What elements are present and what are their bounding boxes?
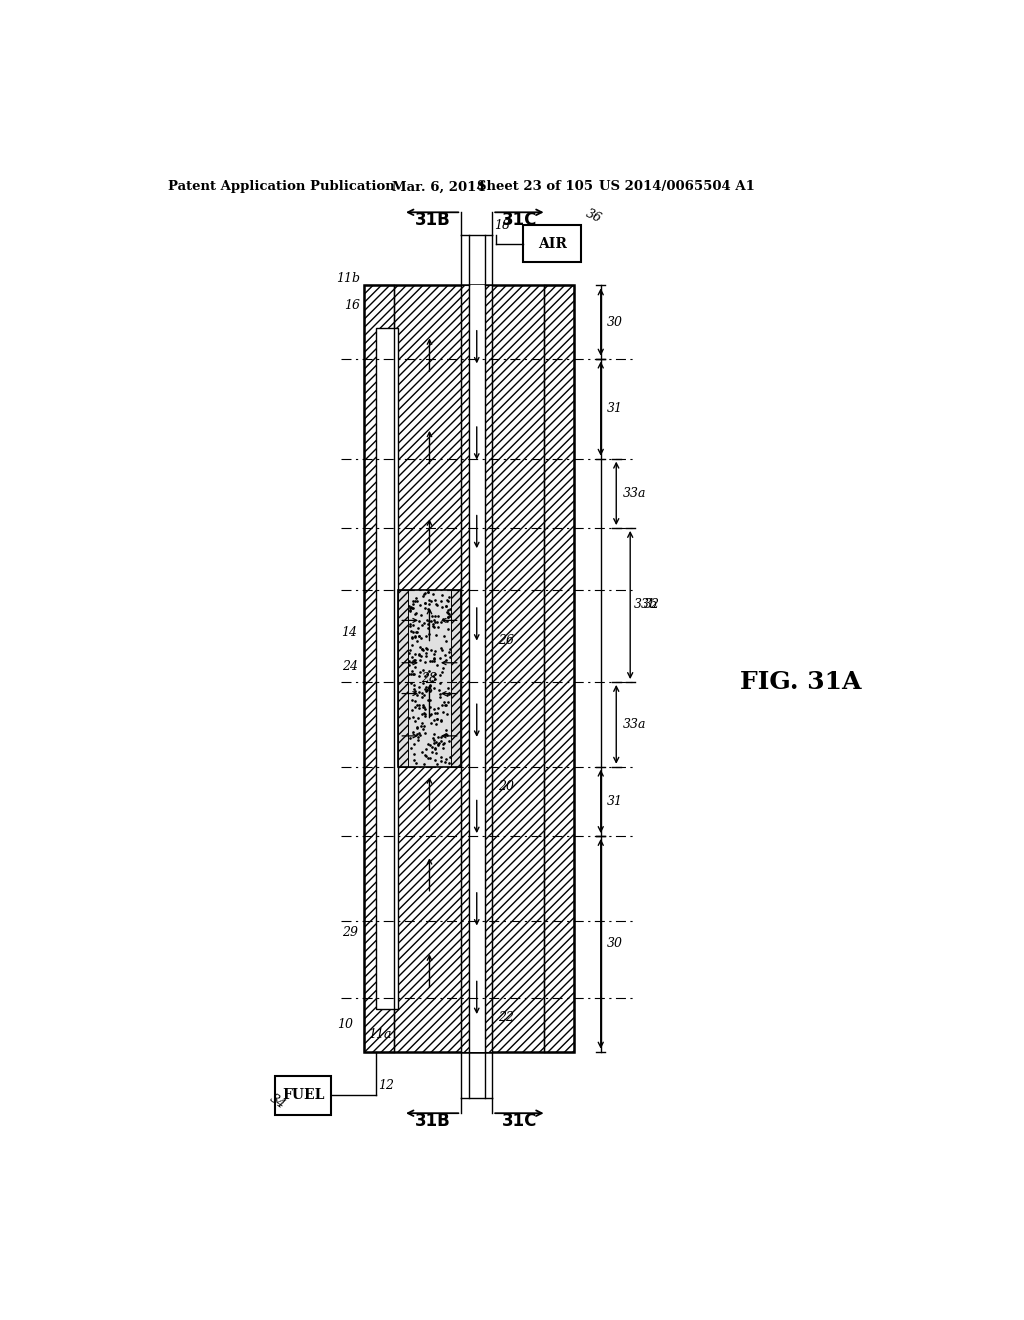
Text: 31C: 31C bbox=[502, 211, 537, 230]
Text: FIG. 31A: FIG. 31A bbox=[740, 671, 862, 694]
Bar bbox=[397, 590, 408, 767]
Text: 31: 31 bbox=[607, 403, 623, 416]
Bar bbox=[275, 1076, 331, 1114]
Text: 31B: 31B bbox=[415, 1113, 451, 1130]
Bar bbox=[469, 285, 484, 1052]
Text: US 2014/0065504 A1: US 2014/0065504 A1 bbox=[599, 181, 755, 194]
Text: 11b: 11b bbox=[337, 272, 360, 285]
Text: 31: 31 bbox=[607, 795, 623, 808]
Bar bbox=[365, 285, 394, 1052]
Text: 20: 20 bbox=[499, 780, 514, 793]
Text: 18: 18 bbox=[494, 219, 510, 232]
Bar bbox=[365, 285, 573, 1052]
Text: 12: 12 bbox=[378, 1080, 394, 1093]
Text: 32: 32 bbox=[644, 598, 660, 611]
Text: 34: 34 bbox=[267, 1092, 288, 1111]
Bar bbox=[484, 285, 493, 1052]
Text: 14: 14 bbox=[341, 626, 356, 639]
Bar bbox=[523, 226, 582, 263]
Bar bbox=[493, 285, 544, 1052]
Text: 36: 36 bbox=[584, 207, 604, 226]
Text: 16: 16 bbox=[344, 298, 360, 312]
Text: 30: 30 bbox=[607, 315, 623, 329]
Bar bbox=[394, 285, 461, 1052]
Text: 26: 26 bbox=[499, 634, 514, 647]
Text: 29: 29 bbox=[342, 927, 358, 939]
Text: 24: 24 bbox=[342, 660, 358, 673]
Text: 30: 30 bbox=[607, 937, 623, 950]
Text: Mar. 6, 2014: Mar. 6, 2014 bbox=[391, 181, 485, 194]
Text: 33b: 33b bbox=[634, 598, 658, 611]
Text: AIR: AIR bbox=[538, 236, 566, 251]
Text: Patent Application Publication: Patent Application Publication bbox=[168, 181, 395, 194]
Text: 33a: 33a bbox=[623, 718, 646, 731]
Text: 28: 28 bbox=[422, 672, 437, 685]
Bar bbox=[452, 590, 461, 767]
Text: Sheet 23 of 105: Sheet 23 of 105 bbox=[477, 181, 593, 194]
Text: 22: 22 bbox=[499, 1011, 514, 1024]
Text: 10: 10 bbox=[337, 1019, 352, 1031]
Text: 33a: 33a bbox=[623, 487, 646, 500]
Text: 31B: 31B bbox=[415, 211, 451, 230]
Text: 31C: 31C bbox=[502, 1113, 537, 1130]
Bar bbox=[376, 327, 397, 1010]
Bar bbox=[544, 285, 573, 1052]
Bar bbox=[461, 285, 469, 1052]
Text: 11a: 11a bbox=[369, 1028, 392, 1040]
Bar bbox=[397, 590, 461, 767]
Text: FUEL: FUEL bbox=[282, 1089, 325, 1102]
